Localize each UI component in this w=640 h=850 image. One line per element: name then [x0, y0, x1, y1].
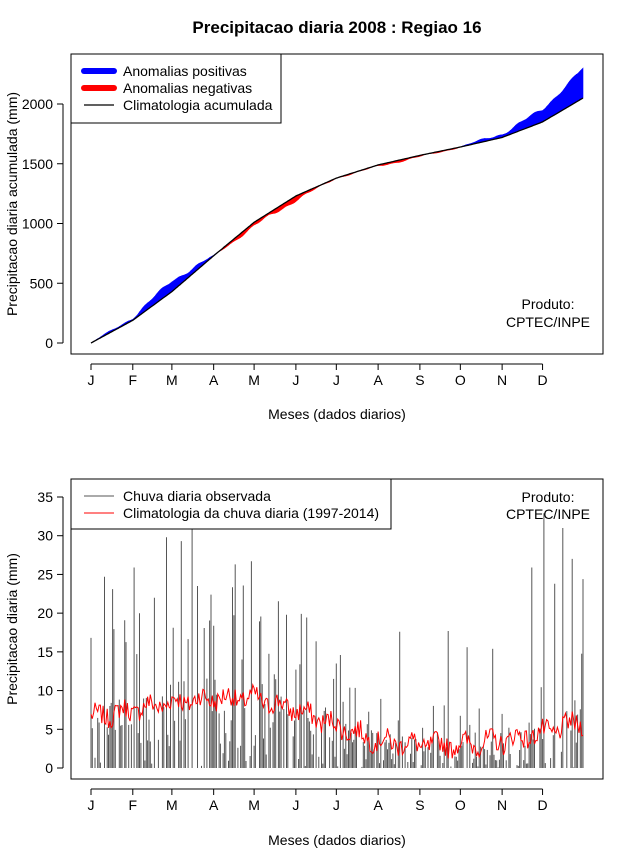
- chart-title: Precipitacao diaria 2008 : Regiao 16: [192, 18, 481, 37]
- bottom-legend-box: [70, 478, 392, 530]
- top-y-axis-label: Precipitacao diaria acumulada (mm): [4, 92, 20, 316]
- legend-label-daily-climatology: Climatologia da chuva diaria (1997-2014): [123, 505, 379, 521]
- x-tick-label-month: F: [129, 797, 138, 813]
- x-tick-label-month: D: [537, 797, 547, 813]
- x-tick-label-month: O: [455, 372, 466, 388]
- x-tick-label-month: A: [373, 797, 383, 813]
- bottom-legend: Chuva diaria observada Climatologia da c…: [70, 478, 392, 530]
- positive-anomaly-segment: [581, 67, 584, 100]
- bottom-plot: 0 5 10 15 20 25 30 35 J F M A M J J A S O N D Meses (dados…: [4, 478, 604, 848]
- y-tick-label: 500: [30, 275, 54, 291]
- y-tick-label: 0: [45, 335, 53, 351]
- top-legend: Anomalias positivas Anomalias negativas …: [70, 53, 282, 124]
- top-credit-line2: CPTEC/INPE: [506, 314, 590, 330]
- y-tick-label: 25: [37, 566, 53, 582]
- top-plot: 0 500 1000 1500 2000 J F M A M J J A S O N D Meses (dad…: [4, 53, 604, 422]
- x-tick-label-month: S: [415, 372, 424, 388]
- x-tick-label-month: N: [497, 797, 507, 813]
- x-tick-label-month: M: [166, 797, 178, 813]
- y-tick-label: 1500: [22, 156, 53, 172]
- x-tick-label-month: J: [88, 797, 95, 813]
- x-tick-label-month: J: [88, 372, 95, 388]
- x-tick-label-month: A: [373, 372, 383, 388]
- x-tick-label-month: J: [333, 372, 340, 388]
- bottom-credit-line2: CPTEC/INPE: [506, 506, 590, 522]
- top-y-axis: 0 500 1000 1500 2000: [22, 96, 64, 351]
- x-tick-label-month: J: [292, 797, 299, 813]
- cumulative-climatology-line: [90, 97, 584, 344]
- x-tick-label-month: A: [209, 797, 219, 813]
- x-tick-label-month: J: [292, 372, 299, 388]
- bottom-y-axis-label: Precipitacao diaria (mm): [4, 553, 20, 705]
- legend-label-positive: Anomalias positivas: [123, 63, 247, 79]
- x-tick-label-month: M: [248, 797, 260, 813]
- y-tick-label: 15: [37, 644, 53, 660]
- bottom-credit-line1: Produto:: [522, 489, 575, 505]
- y-tick-label: 5: [45, 721, 53, 737]
- top-x-axis-label: Meses (dados diarios): [268, 406, 406, 422]
- x-tick-label-month: F: [129, 372, 138, 388]
- x-tick-label-month: M: [166, 372, 178, 388]
- bottom-x-axis-label: Meses (dados diarios): [268, 832, 406, 848]
- y-tick-label: 30: [37, 528, 53, 544]
- x-tick-label-month: M: [248, 372, 260, 388]
- y-tick-label: 10: [37, 683, 53, 699]
- daily-climatology-line: [90, 683, 584, 759]
- legend-label-negative: Anomalias negativas: [123, 80, 252, 96]
- bottom-y-axis: 0 5 10 15 20 25 30 35: [37, 489, 64, 776]
- legend-label-observed: Chuva diaria observada: [123, 488, 271, 504]
- y-tick-label: 1000: [22, 216, 53, 232]
- y-tick-label: 35: [37, 489, 53, 505]
- x-tick-label-month: D: [537, 372, 547, 388]
- legend-label-climatology: Climatologia acumulada: [123, 97, 273, 113]
- x-tick-label-month: J: [333, 797, 340, 813]
- x-tick-label-month: O: [455, 797, 466, 813]
- top-plot-frame: [70, 53, 604, 355]
- x-tick-label-month: N: [497, 372, 507, 388]
- y-tick-label: 2000: [22, 96, 53, 112]
- y-tick-label: 20: [37, 605, 53, 621]
- x-tick-label-month: S: [415, 797, 424, 813]
- x-tick-label-month: A: [209, 372, 219, 388]
- y-tick-label: 0: [45, 760, 53, 776]
- daily-rain-bars: [90, 513, 584, 768]
- top-credit-line1: Produto:: [522, 296, 575, 312]
